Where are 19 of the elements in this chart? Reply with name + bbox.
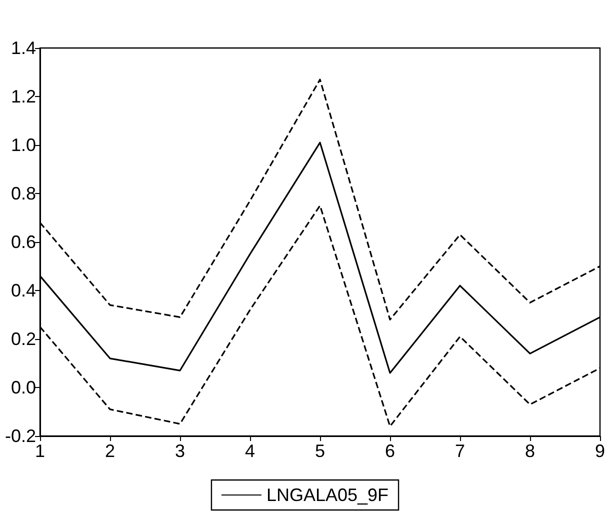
x-tick-label: 8 — [524, 441, 536, 461]
x-tick-label: 7 — [454, 441, 466, 461]
x-tick-label: 1 — [34, 441, 46, 461]
y-tick-label: 0.6 — [10, 232, 36, 252]
y-tick-label: 1.0 — [10, 135, 36, 155]
x-tick-label: 4 — [244, 441, 256, 461]
y-tick-label: 0.8 — [10, 184, 36, 204]
x-tick-label: 6 — [384, 441, 396, 461]
y-tick-label: 1.4 — [10, 38, 36, 58]
x-tick-label: 2 — [104, 441, 116, 461]
x-tick-label: 9 — [594, 441, 606, 461]
y-tick-label: -0.2 — [4, 426, 36, 446]
y-tick-label: 0.4 — [10, 280, 36, 300]
y-tick-label: 1.2 — [10, 86, 36, 106]
x-tick-label: 3 — [174, 441, 186, 461]
y-tick-label: 0.2 — [10, 329, 36, 349]
legend-label: LNGALA05_9F — [266, 485, 389, 505]
y-tick-label: 0.0 — [10, 378, 36, 398]
x-tick-label: 5 — [314, 441, 326, 461]
